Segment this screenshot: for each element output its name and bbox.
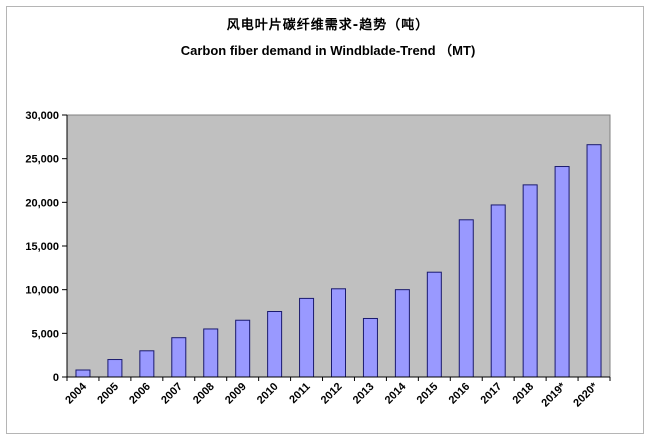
x-tick-label: 2017 bbox=[479, 381, 505, 407]
x-tick-label: 2009 bbox=[223, 381, 249, 407]
bar-2018 bbox=[522, 184, 538, 378]
x-tick-label: 2004 bbox=[63, 380, 89, 406]
chart-subtitle: Carbon fiber demand in Windblade-Trend （… bbox=[180, 43, 476, 58]
x-tick-label: 2015 bbox=[415, 381, 441, 407]
bar-2009 bbox=[235, 319, 251, 378]
y-tick-label: 10,000 bbox=[25, 285, 59, 297]
y-axis: 0 5,000 10,000 15,000 20,000 25,000 30,000 bbox=[25, 110, 68, 384]
bar-2015 bbox=[426, 271, 442, 378]
y-tick-label: 0 bbox=[53, 372, 59, 384]
bar-2006 bbox=[139, 350, 155, 378]
bar-2016 bbox=[458, 219, 474, 378]
x-tick-label: 2005 bbox=[95, 381, 121, 407]
x-axis: 2004 2005 2006 2007 2008 2009 2010 2011 2012 2013… bbox=[63, 376, 611, 409]
bar-2017 bbox=[490, 204, 506, 378]
x-tick-label: 2008 bbox=[191, 381, 217, 407]
x-tick-label: 2013 bbox=[351, 381, 377, 407]
x-tick-label: 2014 bbox=[383, 380, 409, 406]
x-tick-label: 2016 bbox=[447, 381, 473, 407]
x-tick-label: 2019* bbox=[539, 380, 568, 409]
bar-2014 bbox=[394, 289, 410, 378]
x-tick-label: 2006 bbox=[127, 381, 153, 407]
x-tick-label: 2018 bbox=[510, 381, 536, 407]
bar-2020 bbox=[586, 144, 602, 378]
bar-2011 bbox=[299, 297, 315, 378]
y-tick-label: 20,000 bbox=[25, 197, 59, 209]
bar-2012 bbox=[331, 288, 346, 378]
bar-2013 bbox=[362, 317, 378, 378]
bars-group bbox=[75, 144, 602, 378]
y-tick-label: 30,000 bbox=[25, 110, 59, 122]
chart-title: 风电叶片碳纤维需求-趋势（吨） bbox=[226, 18, 430, 33]
x-tick-label: 2007 bbox=[159, 381, 185, 407]
x-tick-label: 2012 bbox=[319, 381, 345, 407]
y-tick-label: 15,000 bbox=[25, 241, 59, 253]
x-tick-label: 2010 bbox=[255, 381, 281, 407]
bar-2004 bbox=[75, 369, 91, 378]
bar-2005 bbox=[107, 359, 123, 378]
x-tick-label: 2011 bbox=[287, 381, 312, 406]
bar-2019 bbox=[554, 166, 570, 378]
bar-2010 bbox=[267, 311, 283, 378]
x-tick-label: 2020* bbox=[571, 380, 600, 409]
y-tick-label: 25,000 bbox=[25, 154, 59, 166]
y-tick-label: 5,000 bbox=[31, 328, 59, 340]
bar-2008 bbox=[203, 328, 219, 378]
bar-2007 bbox=[171, 337, 187, 378]
